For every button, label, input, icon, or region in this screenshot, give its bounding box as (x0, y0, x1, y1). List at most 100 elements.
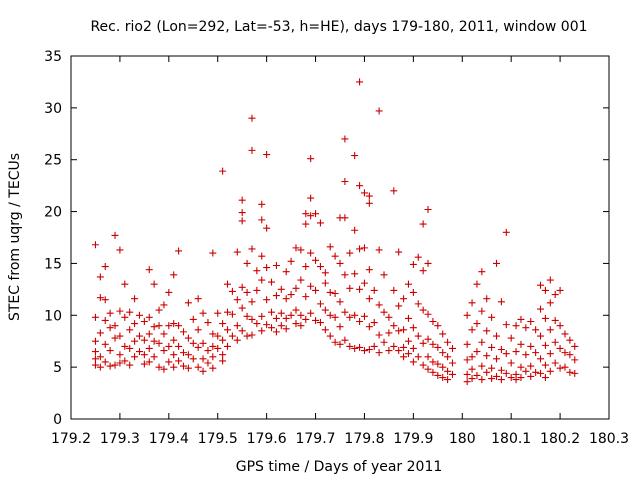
data-point (170, 320, 178, 328)
data-point (356, 245, 364, 253)
data-point (424, 353, 432, 361)
data-point (121, 313, 129, 321)
data-point (243, 332, 251, 340)
data-point (101, 340, 109, 348)
data-point (502, 350, 510, 358)
data-point (351, 270, 359, 278)
data-point (321, 326, 329, 334)
data-point (527, 372, 535, 380)
data-point (101, 358, 109, 366)
data-point (517, 315, 525, 323)
data-points (91, 78, 579, 386)
data-point (268, 278, 276, 286)
data-point (566, 368, 574, 376)
data-point (287, 257, 295, 265)
data-point (307, 155, 315, 163)
data-point (395, 327, 403, 335)
data-point (111, 322, 119, 330)
data-point (512, 348, 520, 356)
data-point (126, 344, 134, 352)
data-point (277, 309, 285, 317)
data-point (312, 210, 320, 218)
data-point (302, 263, 310, 271)
x-tick-label: 179.7 (295, 431, 335, 447)
y-tick-label: 10 (44, 308, 62, 324)
data-point (561, 330, 569, 338)
data-point (346, 249, 354, 257)
data-point (370, 286, 378, 294)
data-point (507, 374, 515, 382)
data-point (541, 361, 549, 369)
data-point (312, 256, 320, 264)
data-point (326, 311, 334, 319)
data-point (263, 151, 271, 159)
data-point (537, 332, 545, 340)
data-point (209, 364, 217, 372)
data-point (478, 376, 486, 384)
data-point (502, 321, 510, 329)
data-point (429, 368, 437, 376)
data-point (106, 362, 114, 370)
data-point (346, 342, 354, 350)
data-point (522, 351, 530, 359)
data-point (356, 78, 364, 86)
data-point (297, 311, 305, 319)
data-point (189, 355, 197, 363)
data-point (96, 363, 104, 371)
data-point (150, 280, 158, 288)
data-point (184, 334, 192, 342)
data-point (473, 320, 481, 328)
data-point (385, 313, 393, 321)
data-point (126, 361, 134, 369)
data-point (463, 356, 471, 364)
data-point (517, 363, 525, 371)
data-point (346, 284, 354, 292)
data-point (184, 299, 192, 307)
data-point (248, 298, 256, 306)
data-point (307, 309, 315, 317)
data-point (497, 366, 505, 374)
data-point (483, 295, 491, 303)
data-point (336, 298, 344, 306)
data-point (400, 295, 408, 303)
data-point (91, 337, 99, 345)
data-point (424, 335, 432, 343)
data-point (331, 290, 339, 298)
data-point (209, 249, 217, 257)
data-point (395, 302, 403, 310)
data-point (493, 332, 501, 340)
data-point (175, 247, 183, 255)
data-point (424, 365, 432, 373)
data-point (160, 330, 168, 338)
data-point (375, 349, 383, 357)
data-point (434, 343, 442, 351)
data-point (546, 276, 554, 284)
plot-area (70, 55, 610, 420)
data-point (380, 338, 388, 346)
data-point (331, 313, 339, 321)
data-point (111, 334, 119, 342)
data-point (111, 231, 119, 239)
data-point (551, 291, 559, 299)
data-point (468, 375, 476, 383)
data-point (145, 344, 153, 352)
data-point (351, 344, 359, 352)
y-tick-label: 25 (44, 153, 62, 169)
data-point (101, 263, 109, 271)
data-point (228, 287, 236, 295)
data-point (209, 330, 217, 338)
data-point (527, 318, 535, 326)
data-point (135, 332, 143, 340)
data-point (546, 367, 554, 375)
data-point (106, 324, 114, 332)
data-point (532, 326, 540, 334)
data-point (194, 343, 202, 351)
data-point (316, 319, 324, 327)
data-point (258, 312, 266, 320)
data-point (395, 248, 403, 256)
data-point (121, 342, 129, 350)
data-point (497, 376, 505, 384)
data-point (219, 336, 227, 344)
data-point (351, 152, 359, 160)
data-point (404, 350, 412, 358)
